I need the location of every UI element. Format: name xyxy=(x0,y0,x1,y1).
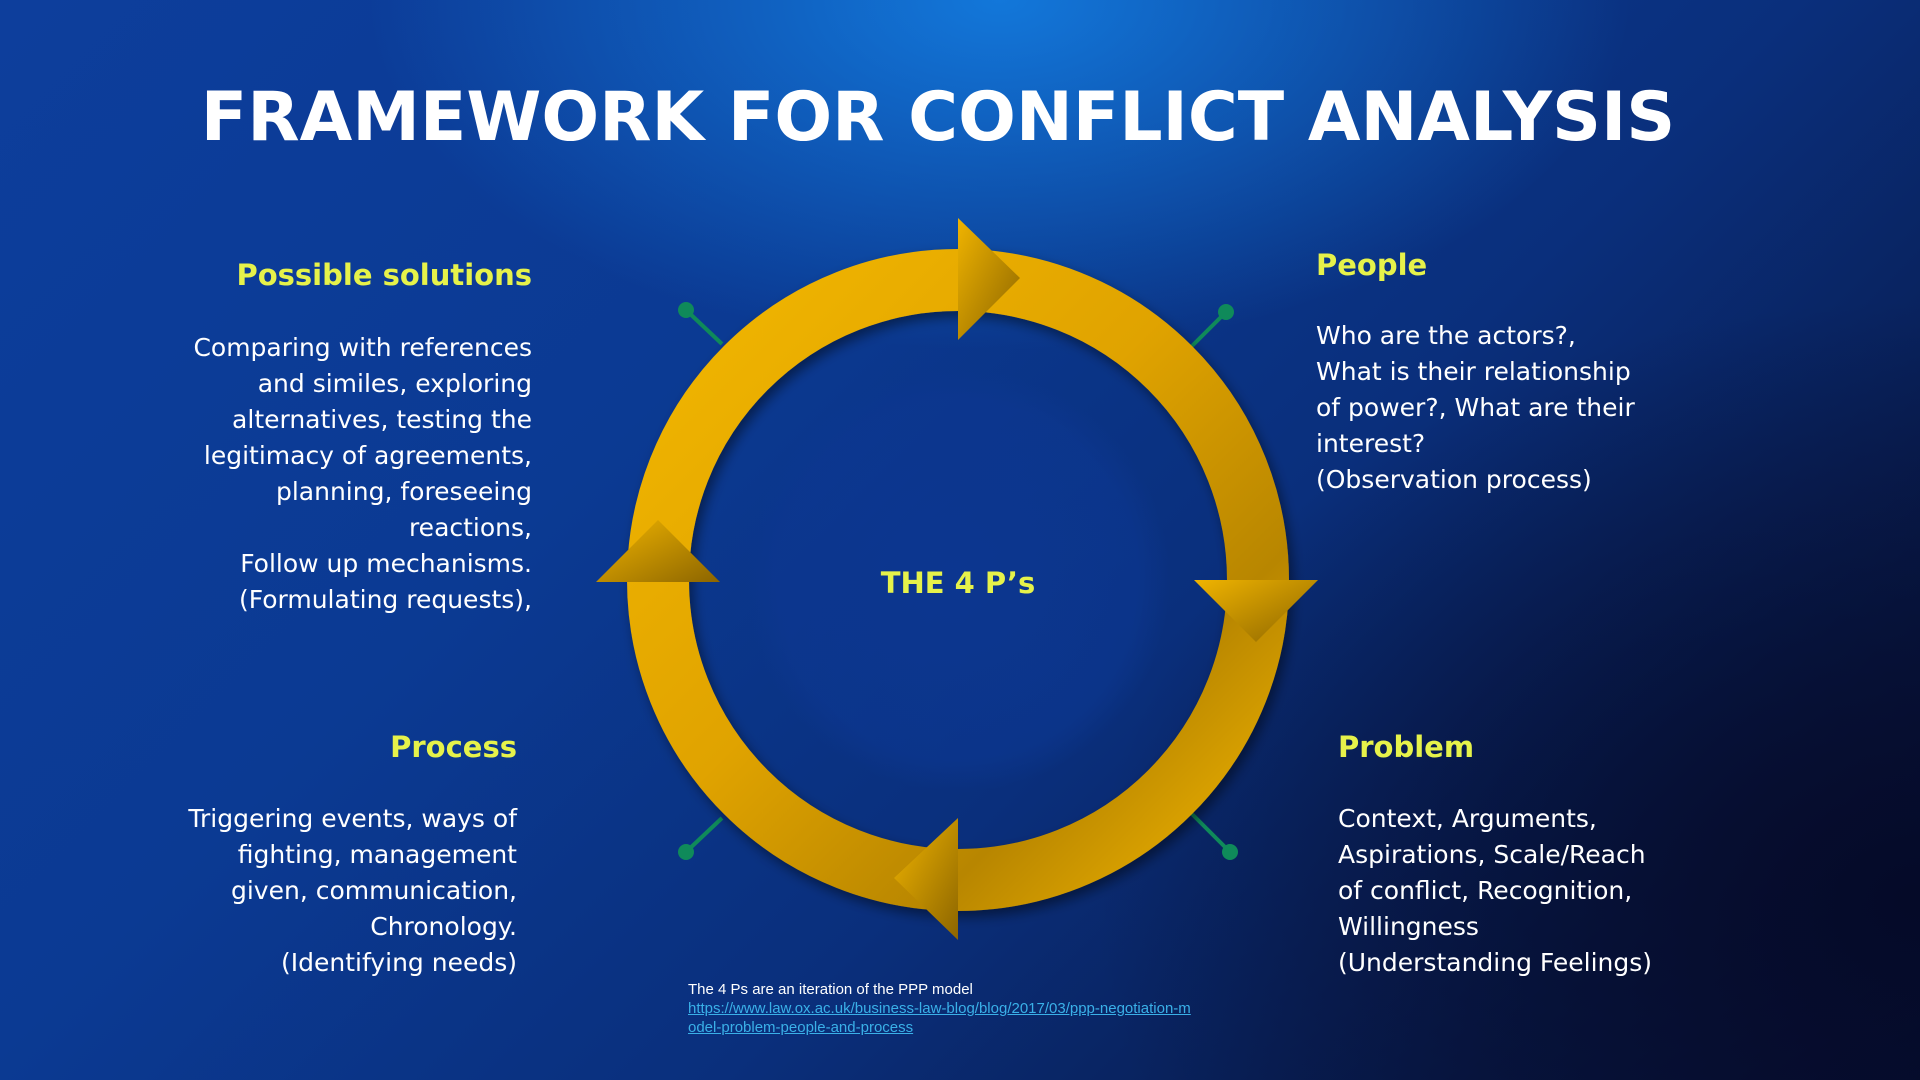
center-label: THE 4 P’s xyxy=(880,566,1036,600)
process-line: fighting, management xyxy=(237,840,517,869)
problem-line: Willingness xyxy=(1338,912,1479,941)
problem-line: Aspirations, Scale/Reach xyxy=(1338,840,1646,869)
heading-people: People xyxy=(1316,248,1428,282)
problem-line: of conflict, Recognition, xyxy=(1338,876,1633,905)
arrow-left-up-icon xyxy=(596,520,720,582)
page-title: FRAMEWORK FOR CONFLICT ANALYSIS xyxy=(200,78,1676,157)
arrow-right-down-icon xyxy=(1194,580,1318,642)
arrow-bottom-left-icon xyxy=(894,818,958,940)
connector-people xyxy=(1190,304,1234,348)
source-link-line1: https://www.law.ox.ac.uk/business-law-bl… xyxy=(688,1000,1191,1017)
problem-line: Context, Arguments, xyxy=(1338,804,1597,833)
people-line: What is their relationship xyxy=(1316,357,1631,386)
problem-line: (Understanding Feelings) xyxy=(1338,948,1653,977)
arrow-top-right-icon xyxy=(958,218,1020,340)
solutions-line: and similes, exploring xyxy=(257,369,532,398)
source-link-line2: odel-problem-people-and-process xyxy=(688,1019,914,1036)
process-line: Triggering events, ways of xyxy=(188,804,517,833)
connector-solutions xyxy=(678,302,724,346)
solutions-line: reactions, xyxy=(408,513,532,542)
process-line: (Identifying needs) xyxy=(281,948,517,977)
problem-text: Context, Arguments, Aspirations, Scale/R… xyxy=(1338,801,1778,981)
source-link[interactable]: https://www.law.ox.ac.uk/business-law-bl… xyxy=(688,999,1191,1037)
people-line: Who are the actors?, xyxy=(1316,321,1576,350)
people-line: (Observation process) xyxy=(1316,465,1592,494)
process-text: Triggering events, ways of fighting, man… xyxy=(130,801,517,981)
solutions-line: Comparing with references xyxy=(193,333,532,362)
solutions-line: planning, foreseeing xyxy=(275,477,532,506)
solutions-line: (Formulating requests), xyxy=(238,585,532,614)
heading-process: Process xyxy=(390,730,517,764)
process-line: given, communication, xyxy=(230,876,517,905)
solutions-line: legitimacy of agreements, xyxy=(203,441,532,470)
footnote-text: The 4 Ps are an iteration of the PPP mod… xyxy=(688,981,973,998)
connector-problem xyxy=(1190,812,1238,860)
heading-possible-solutions: Possible solutions xyxy=(236,258,532,292)
process-line: Chronology. xyxy=(370,912,517,941)
people-text: Who are the actors?, What is their relat… xyxy=(1316,318,1736,498)
people-line: of power?, What are their xyxy=(1316,393,1635,422)
inner-disk xyxy=(746,368,1170,792)
solutions-text: Comparing with references and similes, e… xyxy=(130,330,532,618)
solutions-line: Follow up mechanisms. xyxy=(240,549,532,578)
people-line: interest? xyxy=(1316,429,1426,458)
footnote: The 4 Ps are an iteration of the PPP mod… xyxy=(688,980,1191,1037)
connector-process xyxy=(678,816,724,860)
solutions-line: alternatives, testing the xyxy=(232,405,532,434)
heading-problem: Problem xyxy=(1338,730,1475,764)
